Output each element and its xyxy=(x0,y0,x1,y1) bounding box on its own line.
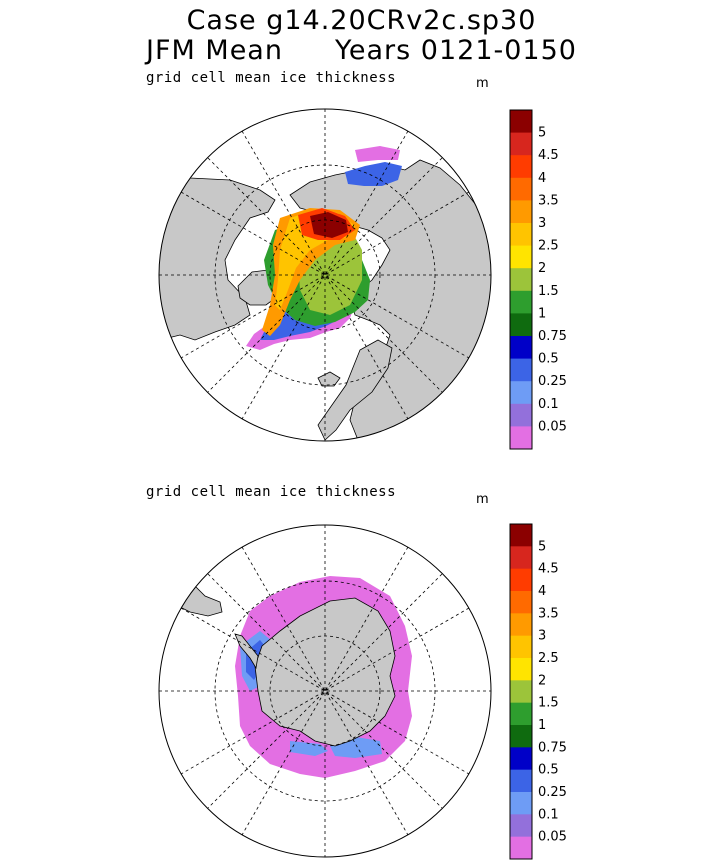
north-colorbar-swatch-13 xyxy=(510,403,532,427)
south-colorbar-swatch-4 xyxy=(510,613,532,637)
south-colorbar-label-3: 3.5 xyxy=(538,606,559,621)
south-colorbar-swatch-12 xyxy=(510,792,532,815)
south-colorbar-label-2: 4 xyxy=(538,584,546,599)
south-colorbar-swatch-14 xyxy=(510,836,532,860)
south-colorbar-label-4: 3 xyxy=(538,629,546,644)
south-panel-label: grid cell mean ice thickness xyxy=(146,484,397,500)
south-colorbar-swatch-2 xyxy=(510,568,532,592)
south-colorbar-label-7: 1.5 xyxy=(538,696,559,711)
south-colorbar-label-5: 2.5 xyxy=(538,651,559,666)
south-colorbar-swatch-5 xyxy=(510,635,532,659)
north-colorbar-swatch-11 xyxy=(510,358,532,382)
south-colorbar-label-1: 4.5 xyxy=(538,562,559,577)
north-colorbar-swatch-10 xyxy=(510,336,532,360)
south-colorbar-swatch-1 xyxy=(510,546,532,570)
south-colorbar-swatch-8 xyxy=(510,702,532,726)
south-colorbar-label-10: 0.5 xyxy=(538,763,559,778)
south-colorbar-label-8: 1 xyxy=(538,718,546,733)
north-colorbar-label-13: 0.05 xyxy=(538,419,567,434)
north-colorbar: 5 4.5 4 3.5 3 2.5 2 1.5 1 0.75 0.5 0.25 0.1 0.05 xyxy=(509,109,567,450)
title-years: Years 0121-0150 xyxy=(334,35,577,66)
north-colorbar-label-9: 0.75 xyxy=(538,329,567,344)
north-ice-east-siberian xyxy=(345,162,402,186)
north-land-scandinavia xyxy=(317,339,393,441)
south-colorbar-label-0: 5 xyxy=(538,539,546,554)
north-ice-thick xyxy=(310,212,348,238)
north-polar-map xyxy=(158,108,492,442)
north-land-eurasia xyxy=(289,159,491,441)
north-colorbar-swatch-7 xyxy=(510,268,532,292)
north-colorbar-swatch-8 xyxy=(510,290,532,314)
north-colorbar-label-3: 3.5 xyxy=(538,193,559,208)
north-colorbar-label-6: 2 xyxy=(538,261,546,276)
north-colorbar-label-2: 4 xyxy=(538,171,546,186)
title-line-1: Case g14.20CRv2c.sp30 xyxy=(186,5,537,36)
south-colorbar-swatch-0 xyxy=(510,524,532,547)
south-colorbar-swatch-6 xyxy=(510,658,532,681)
south-polar-map xyxy=(158,524,492,858)
north-colorbar-label-11: 0.25 xyxy=(538,374,567,389)
title-season: JFM Mean xyxy=(146,35,283,66)
south-colorbar-label-9: 0.75 xyxy=(538,740,567,755)
north-colorbar-label-12: 0.1 xyxy=(538,397,559,412)
north-panel-label: grid cell mean ice thickness xyxy=(146,70,397,86)
north-colorbar-label-1: 4.5 xyxy=(538,148,559,163)
north-colorbar-swatches xyxy=(510,110,532,450)
south-colorbar-label-13: 0.05 xyxy=(538,830,567,845)
south-colorbar: 5 4.5 4 3.5 3 2.5 2 1.5 1 0.75 0.5 0.25 0.1 0.05 xyxy=(509,523,567,860)
north-land-north-america xyxy=(159,169,276,346)
north-colorbar-swatch-12 xyxy=(510,381,532,405)
north-colorbar-swatch-9 xyxy=(510,313,532,337)
title-line-2: JFM Mean Years 0121-0150 xyxy=(0,36,723,66)
north-colorbar-label-0: 5 xyxy=(538,126,546,141)
north-colorbar-label-7: 1.5 xyxy=(538,284,559,299)
north-unit-label: m xyxy=(476,76,489,91)
south-colorbar-swatch-7 xyxy=(510,680,532,704)
south-colorbar-label-11: 0.25 xyxy=(538,785,567,800)
south-colorbar-swatch-11 xyxy=(510,769,532,793)
north-colorbar-label-4: 3 xyxy=(538,216,546,231)
north-colorbar-swatch-14 xyxy=(510,426,532,450)
north-colorbar-swatch-5 xyxy=(510,223,532,247)
north-colorbar-swatch-3 xyxy=(510,177,532,201)
north-colorbar-swatch-0 xyxy=(510,110,532,134)
north-colorbar-swatch-4 xyxy=(510,200,532,224)
south-colorbar-swatches xyxy=(510,524,532,860)
south-colorbar-swatch-9 xyxy=(510,725,532,748)
south-colorbar-swatch-13 xyxy=(510,814,532,838)
north-colorbar-label-5: 2.5 xyxy=(538,239,559,254)
south-colorbar-swatch-3 xyxy=(510,591,532,614)
north-colorbar-swatch-2 xyxy=(510,155,532,179)
south-colorbar-swatch-10 xyxy=(510,747,532,771)
north-ice-okhotsk-fringe xyxy=(355,146,400,162)
south-unit-label: m xyxy=(476,492,489,507)
south-colorbar-label-6: 2 xyxy=(538,673,546,688)
south-colorbar-label-12: 0.1 xyxy=(538,807,559,822)
north-colorbar-label-10: 0.5 xyxy=(538,352,559,367)
north-colorbar-swatch-6 xyxy=(510,245,532,269)
south-land-antarctica xyxy=(254,597,396,747)
south-ice-blue xyxy=(240,631,382,758)
north-colorbar-swatch-1 xyxy=(510,132,532,156)
north-colorbar-label-8: 1 xyxy=(538,306,546,321)
